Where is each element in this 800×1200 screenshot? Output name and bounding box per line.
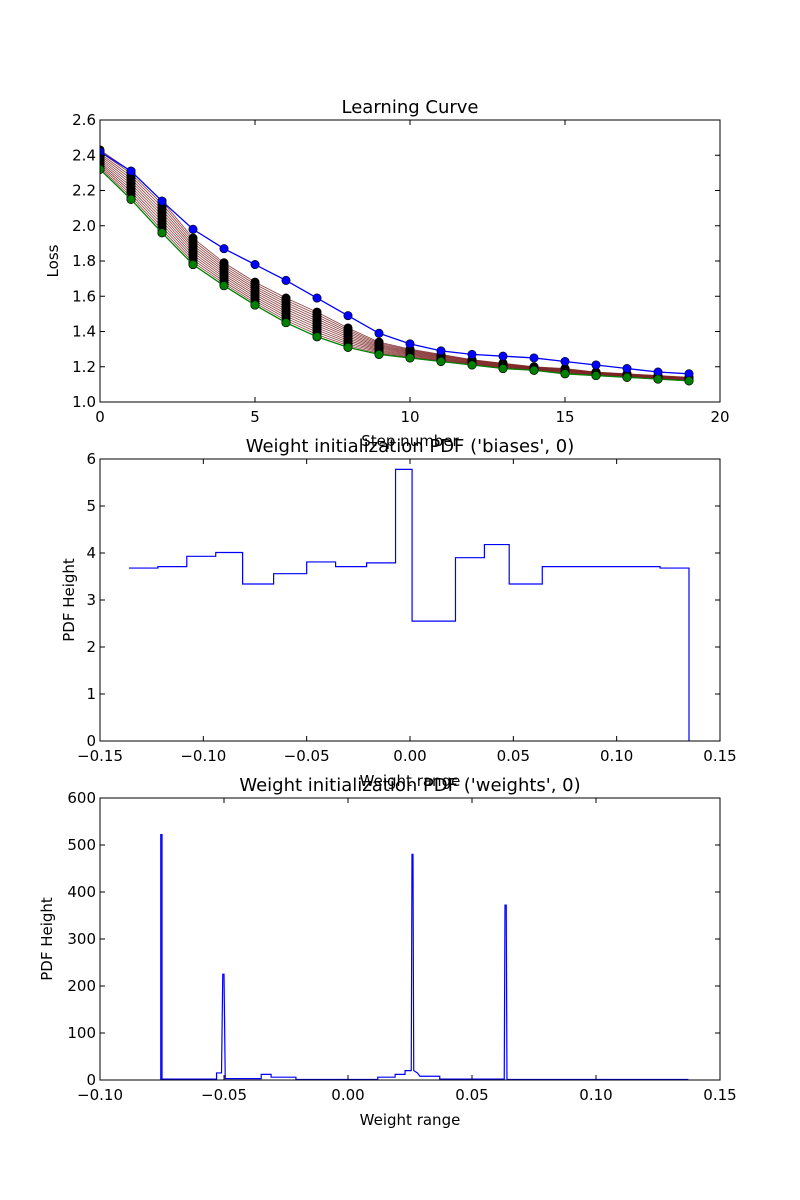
weights-pdf-ytick-label: 500 [67,836,96,854]
weights-pdf-xtick-label: −0.05 [201,1086,247,1104]
biases-pdf-title: Weight initialization PDF ('biases', 0) [246,436,575,457]
biases-pdf-ytick-label: 0 [86,732,96,750]
loss-series-point-1 [157,228,167,238]
learning-curve-xlabel: Step number [361,432,459,450]
biases-pdf-ytick-label: 1 [86,685,96,703]
biases-pdf-chart: −0.15 −0.10 −0.05 0.00 0.05 0.10 0.15 0 1 2 3 4 5 6 W… [60,436,737,790]
biases-pdf-line [128,468,690,741]
learning-curve-xtick-label: 10 [400,408,419,426]
biases-pdf-xtick-label: −0.10 [180,747,226,765]
loss-series-point-1 [405,353,415,363]
learning-curve-ytick-label: 1.6 [72,287,96,305]
biases-pdf-xtick-label: 0.10 [600,747,633,765]
loss-series-point-1 [374,349,384,359]
loss-series-point-0 [436,346,446,356]
loss-series-point-0 [343,311,353,321]
loss-series-point-1 [529,365,539,375]
weights-pdf-xtick-label: 0.00 [331,1086,364,1104]
loss-series-point-0 [312,293,322,303]
weights-pdf-ytick-label: 300 [67,930,96,948]
loss-series-point-0 [498,351,508,361]
learning-curve-ytick-label: 2.0 [72,217,96,235]
loss-series-point-0 [281,275,291,285]
learning-curve-xtick-label: 20 [710,408,729,426]
loss-series-point-1 [591,371,601,381]
loss-series-point-0 [591,360,601,370]
learning-curve-ytick-label: 1.2 [72,358,96,376]
loss-series-point-1 [312,332,322,342]
weights-pdf-ytick-label: 200 [67,977,96,995]
loss-series-point-1 [622,372,632,382]
biases-pdf-xtick-label: 0.05 [497,747,530,765]
loss-series-point-0 [405,339,415,349]
loss-series-point-0 [250,260,260,270]
weights-pdf-ytick-label: 100 [67,1024,96,1042]
weights-pdf-ylabel: PDF Height [38,897,56,981]
weights-pdf-xtick-label: 0.10 [579,1086,612,1104]
weights-pdf-line [160,834,689,1081]
loss-series-point-1 [684,376,694,386]
loss-series-point-0 [126,166,136,176]
biases-pdf-ytick-label: 3 [86,591,96,609]
loss-series-point-0 [188,224,198,234]
loss-series-point-0 [560,356,570,366]
loss-series-point-0 [157,196,167,206]
loss-series-point-1 [188,260,198,270]
learning-curve-ytick-label: 2.4 [72,146,96,164]
biases-pdf-xtick-label: −0.15 [77,747,123,765]
loss-series-point-1 [560,369,570,379]
loss-series-point-1 [436,356,446,366]
loss-series-point-0 [467,349,477,359]
biases-pdf-xtick-label: 0.00 [393,747,426,765]
loss-series-point-1 [250,300,260,310]
learning-curve-xtick-label: 5 [250,408,260,426]
weights-pdf-xlabel: Weight range [360,1111,461,1129]
loss-series-line-1 [100,168,690,382]
weights-pdf-xtick-label: −0.10 [77,1086,123,1104]
weights-pdf-chart: −0.10 −0.05 0.00 0.05 0.10 0.15 0 100 200 300 400 5… [38,775,737,1129]
biases-pdf-xtick-label: −0.05 [284,747,330,765]
learning-curve-xtick-label: 15 [555,408,574,426]
weights-pdf-ytick-label: 600 [67,789,96,807]
loss-series-point-0 [529,353,539,363]
biases-pdf-ytick-label: 4 [86,544,96,562]
biases-pdf-ytick-label: 6 [86,450,96,468]
biases-pdf-xlabel: Weight range [360,772,461,790]
weights-pdf-ytick-label: 400 [67,883,96,901]
weights-pdf-xtick-label: 0.15 [703,1086,736,1104]
loss-series-point-0 [219,244,229,254]
biases-pdf-ylabel: PDF Height [60,558,78,642]
learning-curve-ytick-label: 1.0 [72,393,96,411]
weights-pdf-title: Weight initialization PDF ('weights', 0) [239,775,580,796]
learning-curve-ytick-label: 1.4 [72,323,96,341]
loss-series-point-1 [467,360,477,370]
loss-series-point-1 [498,364,508,374]
learning-curve-ytick-label: 2.2 [72,182,96,200]
biases-pdf-ytick-label: 2 [86,638,96,656]
biases-pdf-ytick-label: 5 [86,497,96,515]
loss-series-line-0 [100,151,690,375]
learning-curve-xtick-label: 0 [95,408,105,426]
loss-series-point-0 [374,328,384,338]
learning-curve-ylabel: Loss [44,244,62,277]
loss-series-point-1 [343,342,353,352]
learning-curve-title: Learning Curve [342,97,479,118]
loss-series-point-1 [126,194,136,204]
loss-series-point-1 [653,374,663,384]
loss-series-point-1 [219,281,229,291]
learning-curve-ytick-label: 2.6 [72,111,96,129]
weights-pdf-xtick-label: 0.05 [455,1086,488,1104]
loss-series-point-0 [622,364,632,374]
loss-series-point-1 [281,318,291,328]
weights-pdf-ytick-label: 0 [86,1071,96,1089]
learning-curve-chart: 0 5 10 15 20 1.0 1.2 1.4 1.6 1.8 2.0 2.2 2.4 2.6 Lear… [44,97,730,450]
biases-pdf-xtick-label: 0.15 [703,747,736,765]
learning-curve-ytick-label: 1.8 [72,252,96,270]
